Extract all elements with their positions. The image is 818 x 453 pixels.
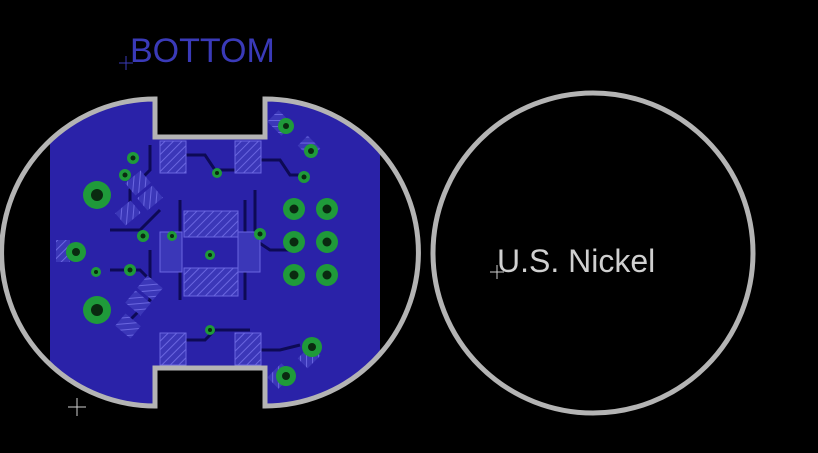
smd-pad-icon	[159, 140, 187, 174]
smd-pad-icon	[237, 231, 261, 273]
smd-pad-icon	[234, 140, 262, 174]
board-outline	[0, 96, 421, 409]
smd-pad-icon	[137, 185, 163, 211]
smd-pad-icon	[125, 170, 151, 196]
reference-label: U.S. Nickel	[497, 243, 655, 279]
vias[interactable]	[66, 118, 338, 386]
nickel-outline	[430, 90, 756, 416]
smd-pad-icon	[183, 210, 239, 238]
smd-pad-icon	[115, 313, 141, 339]
smd-pad-icon	[137, 275, 163, 301]
smd-pads[interactable]	[56, 110, 321, 389]
origin-crosshair-icon	[68, 398, 86, 416]
smd-pad-icon	[183, 267, 239, 297]
smd-pad-icon	[234, 332, 262, 366]
origin-crosshair-icon	[119, 56, 133, 70]
origin-crosshair-icon	[490, 265, 504, 279]
smd-pad-icon	[56, 240, 70, 262]
smd-pad-icon	[115, 200, 141, 226]
smd-pad-icon	[159, 332, 187, 366]
smd-pad-icon	[125, 290, 151, 316]
layer-label: BOTTOM	[130, 32, 275, 70]
